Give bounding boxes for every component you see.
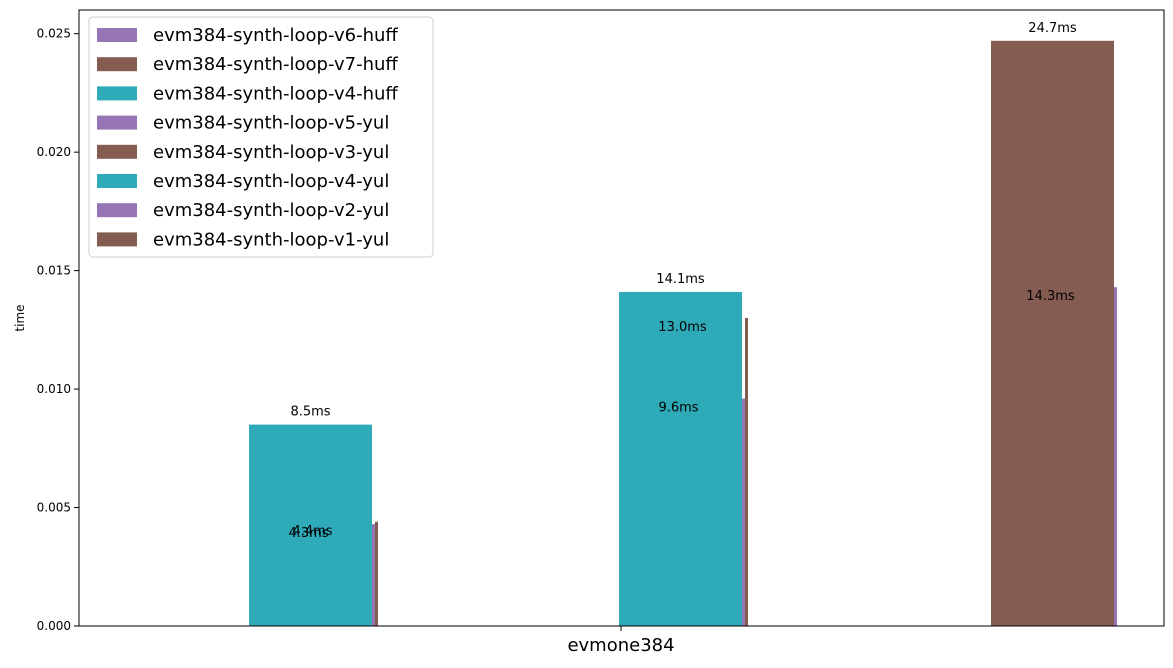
bar-value-label: 14.3ms — [1026, 289, 1075, 304]
legend-entry-label: evm384-synth-loop-v4-huff — [153, 83, 398, 104]
bar-value-label: 4.4ms — [292, 524, 332, 539]
bar-value-label: 13.0ms — [658, 320, 707, 335]
legend-entry-label: evm384-synth-loop-v3-yul — [153, 142, 389, 163]
y-tick-label: 0.010 — [37, 382, 71, 396]
bar-value-label: 14.1ms — [656, 272, 705, 287]
y-axis-label: time — [13, 304, 27, 331]
legend-swatch — [97, 174, 137, 188]
legend-entry-label: evm384-synth-loop-v1-yul — [153, 229, 389, 250]
bar-evm384-synth-loop-v2-yul — [1114, 287, 1117, 626]
legend-swatch — [97, 115, 137, 130]
bar-value-label: 8.5ms — [290, 405, 330, 420]
y-tick-label: 0.005 — [37, 501, 71, 515]
legend-entry-label: evm384-synth-loop-v5-yul — [153, 113, 389, 134]
y-tick-label: 0.015 — [37, 264, 71, 278]
bar-value-label: 4.3ms — [288, 526, 328, 541]
legend-entry-label: evm384-synth-loop-v2-yul — [153, 200, 389, 221]
bar-evm384-synth-loop-v4-yul — [619, 291, 742, 626]
bar-evm384-synth-loop-v7-huff — [375, 521, 378, 626]
x-tick-label: evmone384 — [567, 635, 674, 656]
y-axis-ticks: 0.000 0.005 0.010 0.015 0.020 0.025 — [37, 27, 79, 633]
legend-swatch — [97, 86, 137, 101]
y-tick-label: 0.020 — [37, 145, 71, 159]
bar-value-label: 9.6ms — [658, 401, 698, 416]
legend-swatch — [97, 232, 137, 247]
bar-evm384-synth-loop-v1-yul — [991, 40, 1114, 627]
legend-swatch — [97, 57, 137, 72]
bar-value-label: 24.7ms — [1028, 21, 1077, 36]
legend: evm384-synth-loop-v6-huff evm384-synth-lo… — [88, 16, 434, 258]
bar-evm384-synth-loop-v3-yul — [745, 318, 748, 626]
legend-swatch — [97, 203, 137, 218]
legend-entry-label: evm384-synth-loop-v4-yul — [153, 171, 389, 192]
bar-evm384-synth-loop-v5-yul — [742, 398, 745, 626]
bar-evm384-synth-loop-v4-huff — [249, 424, 372, 626]
legend-swatch — [97, 144, 137, 159]
legend-box — [88, 16, 434, 258]
x-axis-ticks: evmone384 — [567, 626, 675, 656]
legend-entry-label: evm384-synth-loop-v6-huff — [153, 25, 398, 46]
legend-swatch — [97, 28, 137, 42]
bar-evm384-synth-loop-v6-huff — [372, 524, 375, 626]
bars-layer — [249, 40, 1117, 627]
y-tick-label: 0.025 — [37, 27, 71, 41]
y-tick-label: 0.000 — [37, 619, 71, 633]
legend-entry-label: evm384-synth-loop-v7-huff — [153, 54, 398, 75]
